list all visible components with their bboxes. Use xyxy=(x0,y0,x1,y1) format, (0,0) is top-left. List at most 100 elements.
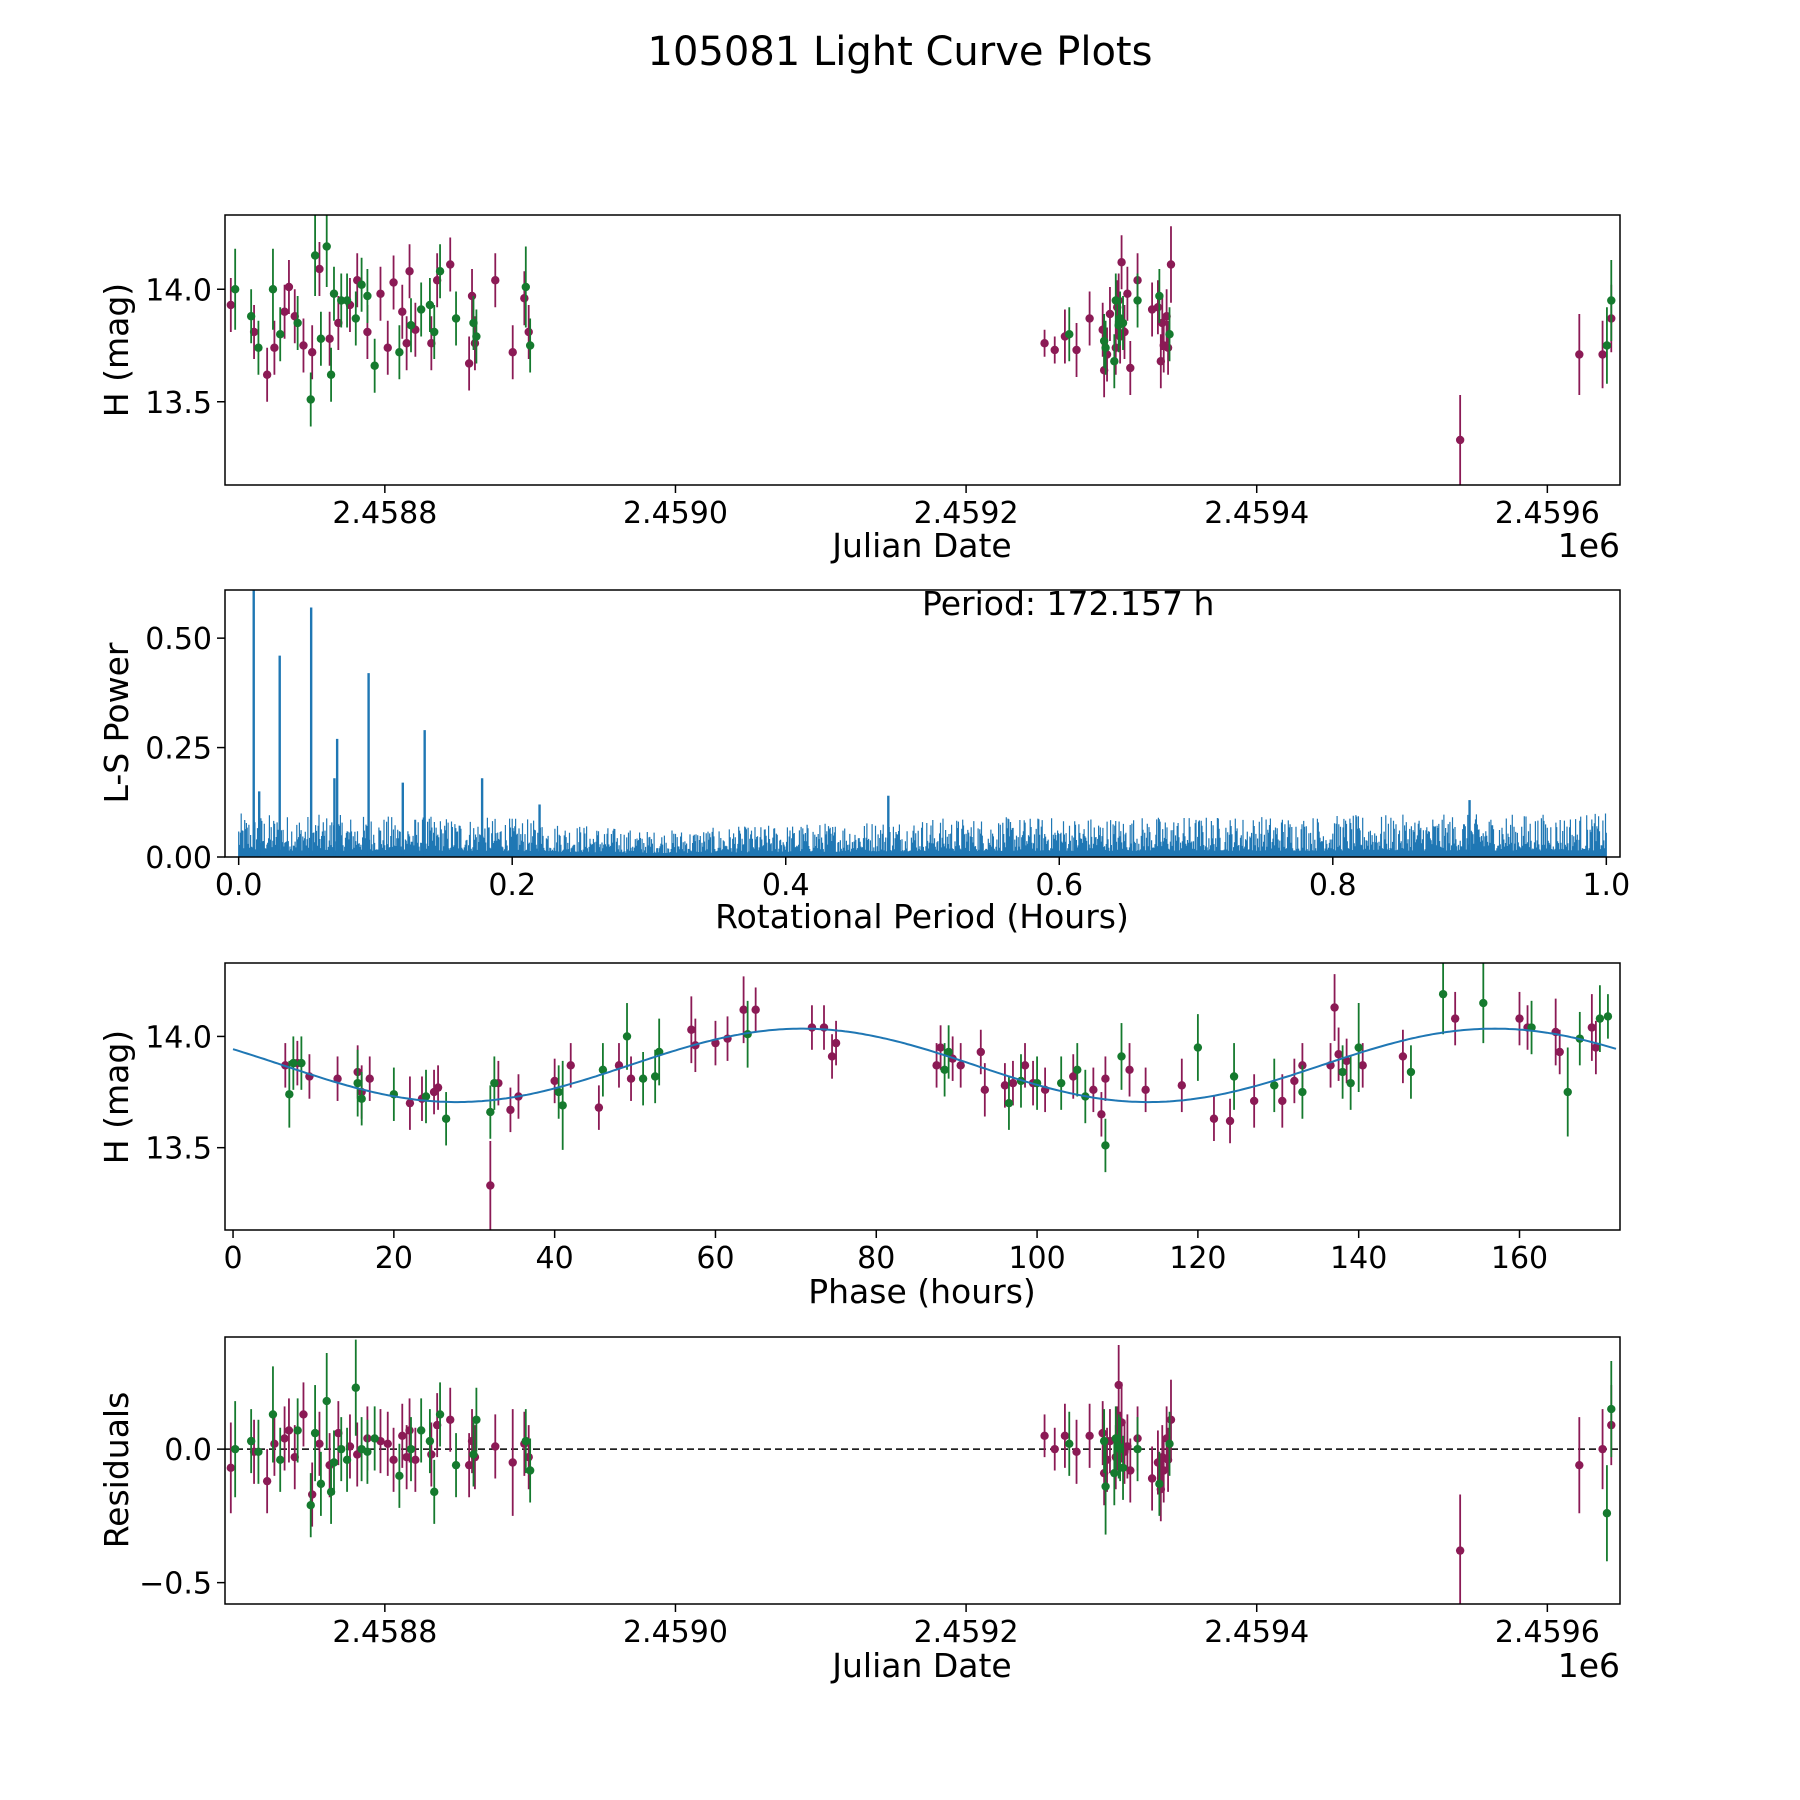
magenta-point xyxy=(1177,1081,1187,1090)
green-point xyxy=(230,285,240,294)
magenta-point xyxy=(427,1450,436,1459)
green-point xyxy=(316,1479,326,1489)
green-point xyxy=(1607,296,1616,305)
magenta-point xyxy=(687,1025,696,1034)
magenta-point xyxy=(1123,289,1132,298)
x-tick-label: 120 xyxy=(1169,1241,1226,1276)
magenta-point xyxy=(363,327,372,337)
x-tick-label: 20 xyxy=(375,1241,413,1276)
green-point xyxy=(293,318,302,328)
green-point xyxy=(451,1460,461,1470)
phase-curve-ticks: 0 20 40 60 80 100 120 140 160 13.5 14.0 xyxy=(145,1020,1548,1276)
green-point xyxy=(1270,1081,1279,1090)
periodogram-frame xyxy=(224,589,1621,858)
magenta-point xyxy=(711,1038,720,1048)
green-point xyxy=(276,1455,285,1465)
magenta-point xyxy=(1209,1114,1219,1123)
green-point xyxy=(638,1074,648,1083)
green-point xyxy=(337,1444,346,1454)
magenta-point xyxy=(1060,1431,1070,1440)
magenta-point xyxy=(524,327,533,337)
y-tick-label: −0.5 xyxy=(139,1567,212,1602)
magenta-point xyxy=(383,1439,392,1449)
green-point xyxy=(622,1032,632,1041)
magenta-point xyxy=(1330,1003,1339,1012)
green-point xyxy=(940,1065,949,1075)
green-point xyxy=(1155,291,1164,301)
green-point xyxy=(1563,1087,1572,1097)
phase-curve-marks xyxy=(232,963,1617,1230)
magenta-point xyxy=(1097,1110,1106,1119)
green-point xyxy=(521,282,530,292)
magenta-point xyxy=(307,1490,317,1499)
x-tick-label: 2.4588 xyxy=(332,496,437,531)
green-point xyxy=(306,1501,315,1510)
y-tick-label: 13.5 xyxy=(145,1132,212,1167)
green-point xyxy=(1065,1439,1074,1449)
green-point xyxy=(395,348,404,357)
magenta-point xyxy=(491,1442,500,1451)
light-curve-xlabel: Julian Date xyxy=(830,526,1012,565)
green-point xyxy=(1595,1014,1605,1023)
green-point xyxy=(1110,357,1119,366)
magenta-point xyxy=(1141,1085,1150,1095)
magenta-point xyxy=(807,1023,817,1032)
magenta-point xyxy=(1166,260,1176,269)
green-point xyxy=(430,1487,439,1497)
magenta-point xyxy=(1098,1428,1107,1438)
magenta-point xyxy=(307,348,317,357)
magenta-point xyxy=(1555,1047,1564,1057)
magenta-point xyxy=(1278,1096,1287,1106)
magenta-point xyxy=(1450,1014,1460,1023)
green-point xyxy=(1607,1404,1616,1414)
green-point xyxy=(310,251,320,260)
magenta-point xyxy=(1147,1474,1157,1483)
magenta-point xyxy=(389,1455,398,1465)
green-point xyxy=(472,332,481,341)
magenta-point xyxy=(1587,1023,1597,1032)
green-point xyxy=(1099,1436,1109,1446)
magenta-point xyxy=(226,300,236,310)
magenta-point xyxy=(1126,363,1135,373)
green-point xyxy=(406,1444,416,1454)
magenta-point xyxy=(1598,350,1607,359)
y-tick-label: 14.0 xyxy=(145,273,212,308)
magenta-point xyxy=(280,1434,289,1443)
green-point xyxy=(416,305,426,314)
green-point xyxy=(469,1450,478,1459)
green-point xyxy=(1438,989,1448,999)
magenta-point xyxy=(594,1103,604,1112)
magenta-point xyxy=(446,1415,455,1424)
magenta-point xyxy=(325,334,334,343)
magenta-point xyxy=(405,1426,414,1435)
magenta-point xyxy=(1575,1460,1584,1470)
green-point xyxy=(1406,1067,1416,1077)
green-point xyxy=(316,334,326,343)
magenta-point xyxy=(932,1061,941,1070)
green-point xyxy=(329,289,339,298)
magenta-point xyxy=(1117,258,1126,267)
green-point xyxy=(1165,1439,1174,1449)
x-tick-label: 2.4590 xyxy=(623,496,728,531)
green-point xyxy=(357,1094,366,1103)
magenta-point xyxy=(376,289,385,298)
green-point xyxy=(521,1436,530,1446)
magenta-point xyxy=(333,1074,342,1083)
green-point xyxy=(425,1436,435,1446)
y-tick-label: 0.00 xyxy=(145,841,212,876)
magenta-point xyxy=(383,343,392,352)
magenta-point xyxy=(626,1074,636,1083)
magenta-point xyxy=(1575,350,1584,359)
magenta-point xyxy=(508,348,517,357)
light-curve-frame xyxy=(224,214,1621,486)
light-curve-ylabel: H (mag) xyxy=(97,283,136,417)
figure-title: 105081 Light Curve Plots xyxy=(648,29,1153,75)
green-point xyxy=(1110,1468,1119,1478)
green-point xyxy=(289,1058,298,1068)
y-tick-label: 0.25 xyxy=(145,732,212,767)
magenta-point xyxy=(315,264,324,274)
x-tick-label: 2.4592 xyxy=(914,1615,1019,1650)
green-point xyxy=(650,1072,660,1081)
green-point xyxy=(353,1078,362,1088)
